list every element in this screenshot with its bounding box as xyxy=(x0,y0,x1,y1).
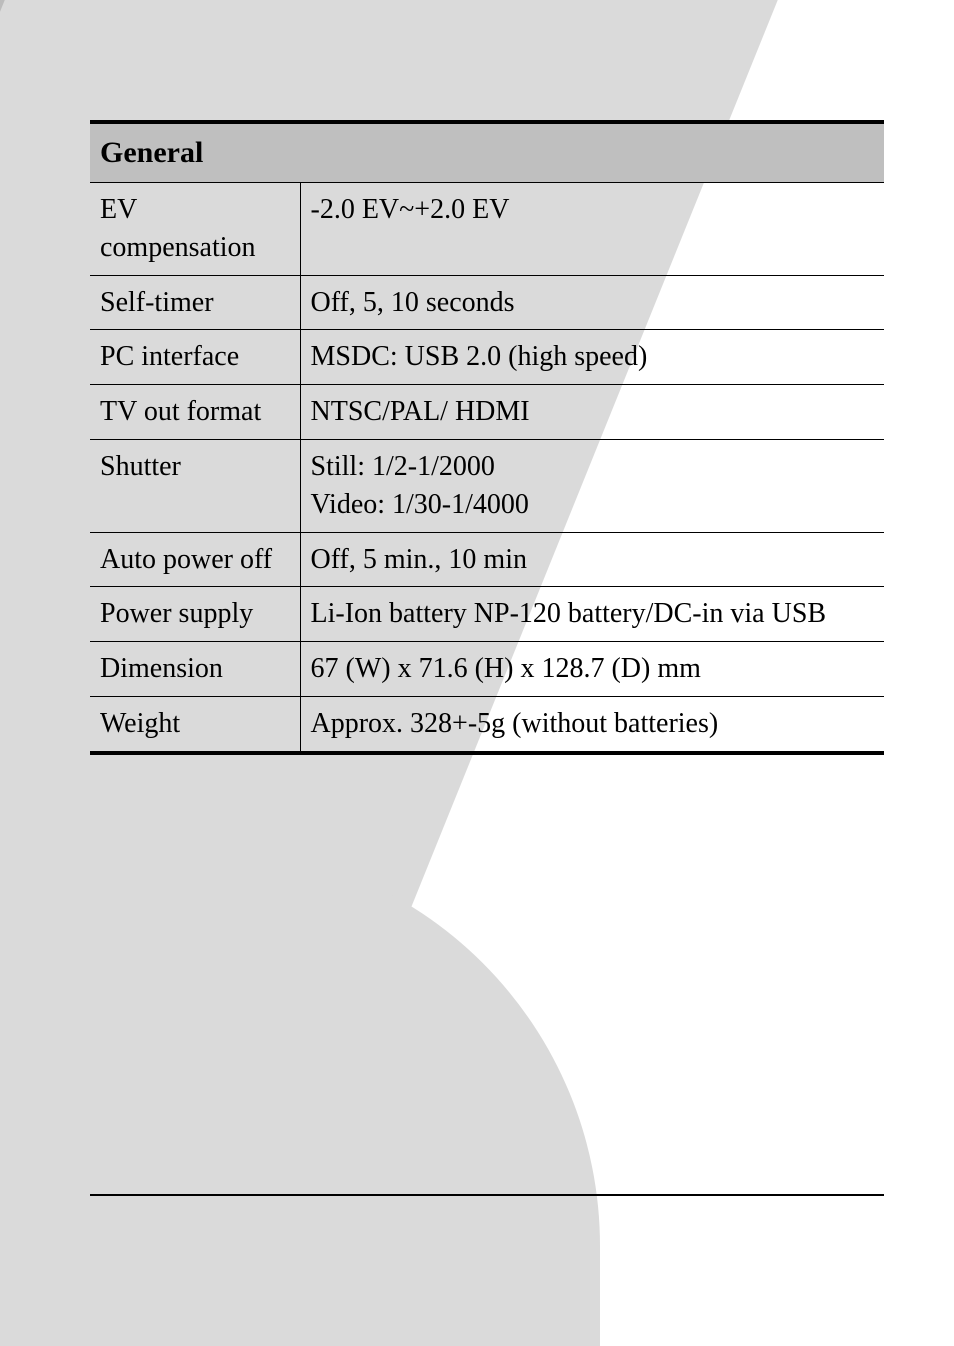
table-row: Self-timerOff, 5, 10 seconds xyxy=(90,275,884,330)
spec-value: 67 (W) x 71.6 (H) x 128.7 (D) mm xyxy=(300,642,884,697)
spec-key: Power supply xyxy=(90,587,300,642)
spec-key: Self-timer xyxy=(90,275,300,330)
table-row: Power supplyLi-Ion battery NP-120 batter… xyxy=(90,587,884,642)
bg-corner xyxy=(0,846,600,1346)
spec-key: Dimension xyxy=(90,642,300,697)
spec-value: Li-Ion battery NP-120 battery/DC-in via … xyxy=(300,587,884,642)
spec-value: -2.0 EV~+2.0 EV xyxy=(300,183,884,276)
table-row: Auto power offOff, 5 min., 10 min xyxy=(90,532,884,587)
spec-table-body: EV compensation-2.0 EV~+2.0 EVSelf-timer… xyxy=(90,183,884,753)
footer-rule xyxy=(90,1194,884,1196)
table-row: ShutterStill: 1/2-1/2000 Video: 1/30-1/4… xyxy=(90,439,884,532)
spec-table-title: General xyxy=(90,122,884,183)
spec-value: Still: 1/2-1/2000 Video: 1/30-1/4000 xyxy=(300,439,884,532)
table-row: PC interfaceMSDC: USB 2.0 (high speed) xyxy=(90,330,884,385)
table-row: Dimension67 (W) x 71.6 (H) x 128.7 (D) m… xyxy=(90,642,884,697)
spec-key: Weight xyxy=(90,696,300,752)
spec-key: PC interface xyxy=(90,330,300,385)
spec-key: Auto power off xyxy=(90,532,300,587)
spec-key: TV out format xyxy=(90,385,300,440)
spec-key: EV compensation xyxy=(90,183,300,276)
spec-table: General EV compensation-2.0 EV~+2.0 EVSe… xyxy=(90,120,884,755)
spec-key: Shutter xyxy=(90,439,300,532)
spec-value: Off, 5, 10 seconds xyxy=(300,275,884,330)
spec-value: MSDC: USB 2.0 (high speed) xyxy=(300,330,884,385)
spec-value: Approx. 328+-5g (without batteries) xyxy=(300,696,884,752)
table-row: WeightApprox. 328+-5g (without batteries… xyxy=(90,696,884,752)
spec-value: Off, 5 min., 10 min xyxy=(300,532,884,587)
spec-value: NTSC/PAL/ HDMI xyxy=(300,385,884,440)
page-content: General EV compensation-2.0 EV~+2.0 EVSe… xyxy=(0,0,954,755)
table-row: EV compensation-2.0 EV~+2.0 EV xyxy=(90,183,884,276)
table-row: TV out formatNTSC/PAL/ HDMI xyxy=(90,385,884,440)
